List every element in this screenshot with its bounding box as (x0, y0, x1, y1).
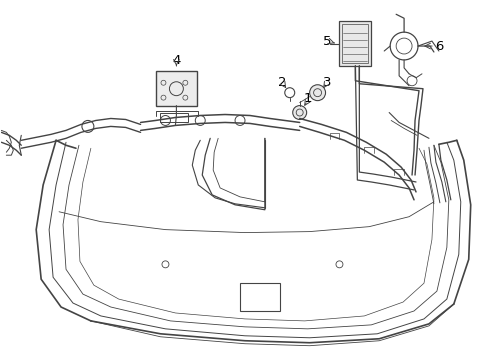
Text: 5: 5 (323, 35, 332, 48)
Circle shape (310, 85, 325, 100)
Text: 2: 2 (277, 76, 286, 89)
Text: 1: 1 (303, 92, 312, 105)
Text: 3: 3 (323, 76, 332, 89)
Bar (161, 113, 188, 122)
Bar (343, 24, 368, 63)
Bar (155, 71, 197, 105)
Text: 4: 4 (172, 54, 181, 67)
Bar (340, 21, 371, 66)
Circle shape (293, 105, 307, 120)
Text: 6: 6 (435, 40, 443, 53)
Bar (240, 283, 280, 311)
